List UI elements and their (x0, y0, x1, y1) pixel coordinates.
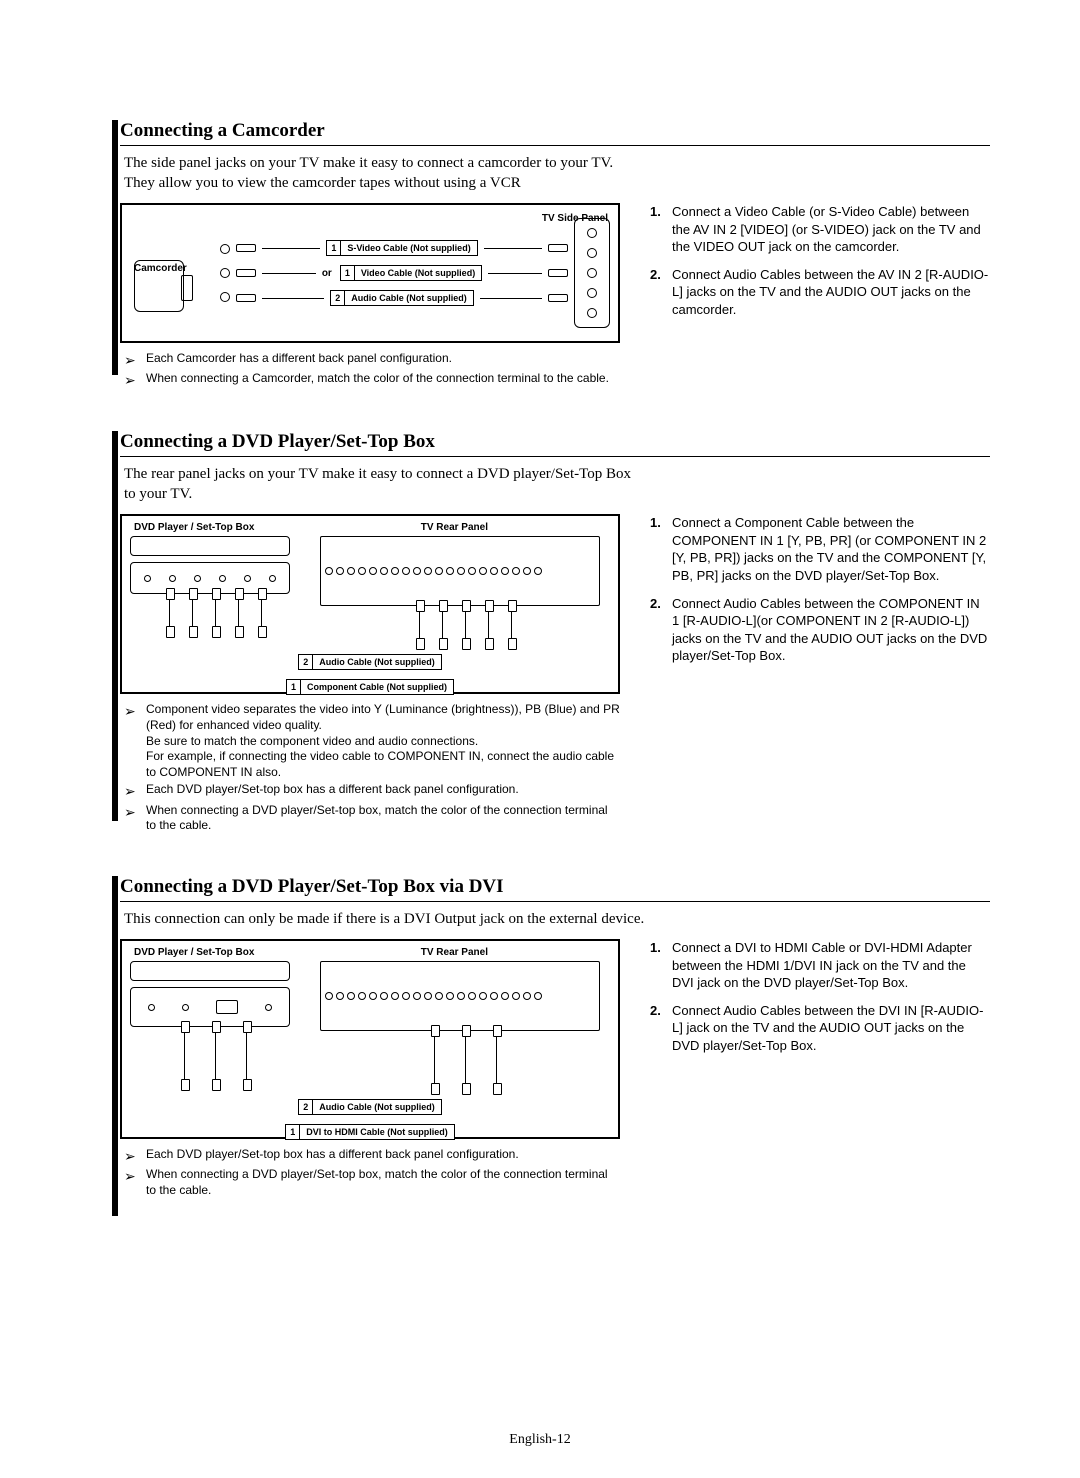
step: Connect Audio Cables between the COMPONE… (650, 595, 990, 665)
intro-dvi: This connection can only be made if ther… (124, 910, 764, 930)
page-number: English-12 (509, 1432, 570, 1448)
diagram-column: DVD Player / Set-Top Box TV Rear Panel (120, 514, 620, 835)
step: Connect Audio Cables between the AV IN 2… (650, 266, 990, 319)
content-row: DVD Player / Set-Top Box TV Rear Panel (120, 939, 990, 1200)
note-marker-icon: ➢ (124, 351, 138, 369)
note-marker-icon: ➢ (124, 371, 138, 389)
notes-dvd: ➢Component video separates the video int… (124, 702, 620, 833)
notes-dvi: ➢Each DVD player/Set-top box has a diffe… (124, 1147, 620, 1198)
camcorder-icon (134, 260, 184, 312)
note-marker-icon: ➢ (124, 782, 138, 800)
step: Connect a Video Cable (or S-Video Cable)… (650, 203, 990, 256)
step: Connect a Component Cable between the CO… (650, 514, 990, 584)
instructions-dvi: Connect a DVI to HDMI Cable or DVI-HDMI … (650, 939, 990, 1064)
dvd-box-icon (130, 536, 290, 556)
tv-rear-panel-icon (320, 536, 600, 606)
heading-dvi: Connecting a DVD Player/Set-Top Box via … (120, 876, 504, 897)
dvd-box-icon (130, 961, 290, 981)
tv-side-panel-icon (574, 218, 610, 328)
jack-icon (587, 268, 597, 278)
note-line: ➢When connecting a DVD player/Set-top bo… (124, 1167, 620, 1198)
notes-camcorder: ➢Each Camcorder has a different back pan… (124, 351, 620, 389)
heading-dvd: Connecting a DVD Player/Set-Top Box (120, 431, 435, 452)
heading-row: Connecting a Camcorder (120, 120, 990, 146)
note-line: ➢Component video separates the video int… (124, 702, 620, 780)
tv-rear-panel-label: TV Rear Panel (421, 522, 488, 533)
diagram-column: TV Side Panel Camcorder 1S-Video Cable (… (120, 203, 620, 391)
instructions-camcorder: Connect a Video Cable (or S-Video Cable)… (650, 203, 990, 328)
vertical-wires-icon (130, 1031, 300, 1081)
jack-icon (220, 292, 230, 302)
cable-label: 2Audio Cable (Not supplied) (330, 290, 474, 306)
dvd-jacks-icon (130, 987, 290, 1027)
note-marker-icon: ➢ (124, 1167, 138, 1185)
heading-camcorder: Connecting a Camcorder (120, 120, 325, 141)
plug-icon (236, 294, 256, 302)
cable-label: 1Video Cable (Not supplied) (340, 265, 482, 281)
intro-line: They allow you to view the camcorder tap… (124, 174, 644, 194)
plug-icon (236, 244, 256, 252)
cable-label: 2Audio Cable (Not supplied) (298, 654, 442, 670)
section-dvi: Connecting a DVD Player/Set-Top Box via … (120, 876, 990, 1201)
plug-icon (548, 244, 568, 252)
note-marker-icon: ➢ (124, 702, 138, 720)
heading-row: Connecting a DVD Player/Set-Top Box via … (120, 876, 990, 902)
jack-icon (220, 268, 230, 278)
section-bar-icon (112, 431, 118, 821)
note-line: ➢Each DVD player/Set-top box has a diffe… (124, 1147, 620, 1165)
cable-label: 1DVI to HDMI Cable (Not supplied) (285, 1124, 455, 1140)
plug-icon (548, 269, 568, 277)
intro-dvd: The rear panel jacks on your TV make it … (124, 465, 644, 504)
section-camcorder: Connecting a Camcorder The side panel ja… (120, 120, 990, 391)
dvi-diagram: DVD Player / Set-Top Box TV Rear Panel (120, 939, 620, 1139)
or-label: or (322, 268, 332, 279)
note-line: ➢Each Camcorder has a different back pan… (124, 351, 620, 369)
section-bar-icon (112, 876, 118, 1216)
dvd-player-label: DVD Player / Set-Top Box (134, 522, 254, 533)
camcorder-diagram: TV Side Panel Camcorder 1S-Video Cable (… (120, 203, 620, 343)
vertical-wires-icon (320, 1035, 610, 1085)
intro-camcorder: The side panel jacks on your TV make it … (124, 154, 644, 193)
note-line: ➢Each DVD player/Set-top box has a diffe… (124, 782, 620, 800)
note-marker-icon: ➢ (124, 803, 138, 821)
tv-side-panel-label: TV Side Panel (542, 213, 608, 224)
heading-row: Connecting a DVD Player/Set-Top Box (120, 431, 990, 457)
dvd-player-label: DVD Player / Set-Top Box (134, 947, 254, 958)
tv-rear-panel-icon (320, 961, 600, 1031)
step: Connect a DVI to HDMI Cable or DVI-HDMI … (650, 939, 990, 992)
intro-line: The side panel jacks on your TV make it … (124, 154, 644, 174)
vertical-wires-icon (320, 610, 610, 640)
section-bar-icon (112, 120, 118, 375)
jack-icon (587, 288, 597, 298)
step: Connect Audio Cables between the DVI IN … (650, 1002, 990, 1055)
jack-icon (587, 228, 597, 238)
content-row: DVD Player / Set-Top Box TV Rear Panel (120, 514, 990, 835)
diagram-column: DVD Player / Set-Top Box TV Rear Panel (120, 939, 620, 1200)
tv-rear-panel-label: TV Rear Panel (421, 947, 488, 958)
cable-label: 1S-Video Cable (Not supplied) (326, 240, 477, 256)
plug-icon (236, 269, 256, 277)
jack-icon (587, 248, 597, 258)
vertical-wires-icon (130, 598, 300, 628)
content-row: TV Side Panel Camcorder 1S-Video Cable (… (120, 203, 990, 391)
instructions-dvd: Connect a Component Cable between the CO… (650, 514, 990, 674)
note-line: ➢When connecting a DVD player/Set-top bo… (124, 803, 620, 834)
jack-icon (220, 244, 230, 254)
dvd-diagram: DVD Player / Set-Top Box TV Rear Panel (120, 514, 620, 694)
note-line: ➢When connecting a Camcorder, match the … (124, 371, 620, 389)
cable-label: 2Audio Cable (Not supplied) (298, 1099, 442, 1115)
plug-icon (548, 294, 568, 302)
jack-icon (587, 308, 597, 318)
cable-label: 1Component Cable (Not supplied) (286, 679, 454, 695)
section-dvd: Connecting a DVD Player/Set-Top Box The … (120, 431, 990, 835)
note-marker-icon: ➢ (124, 1147, 138, 1165)
